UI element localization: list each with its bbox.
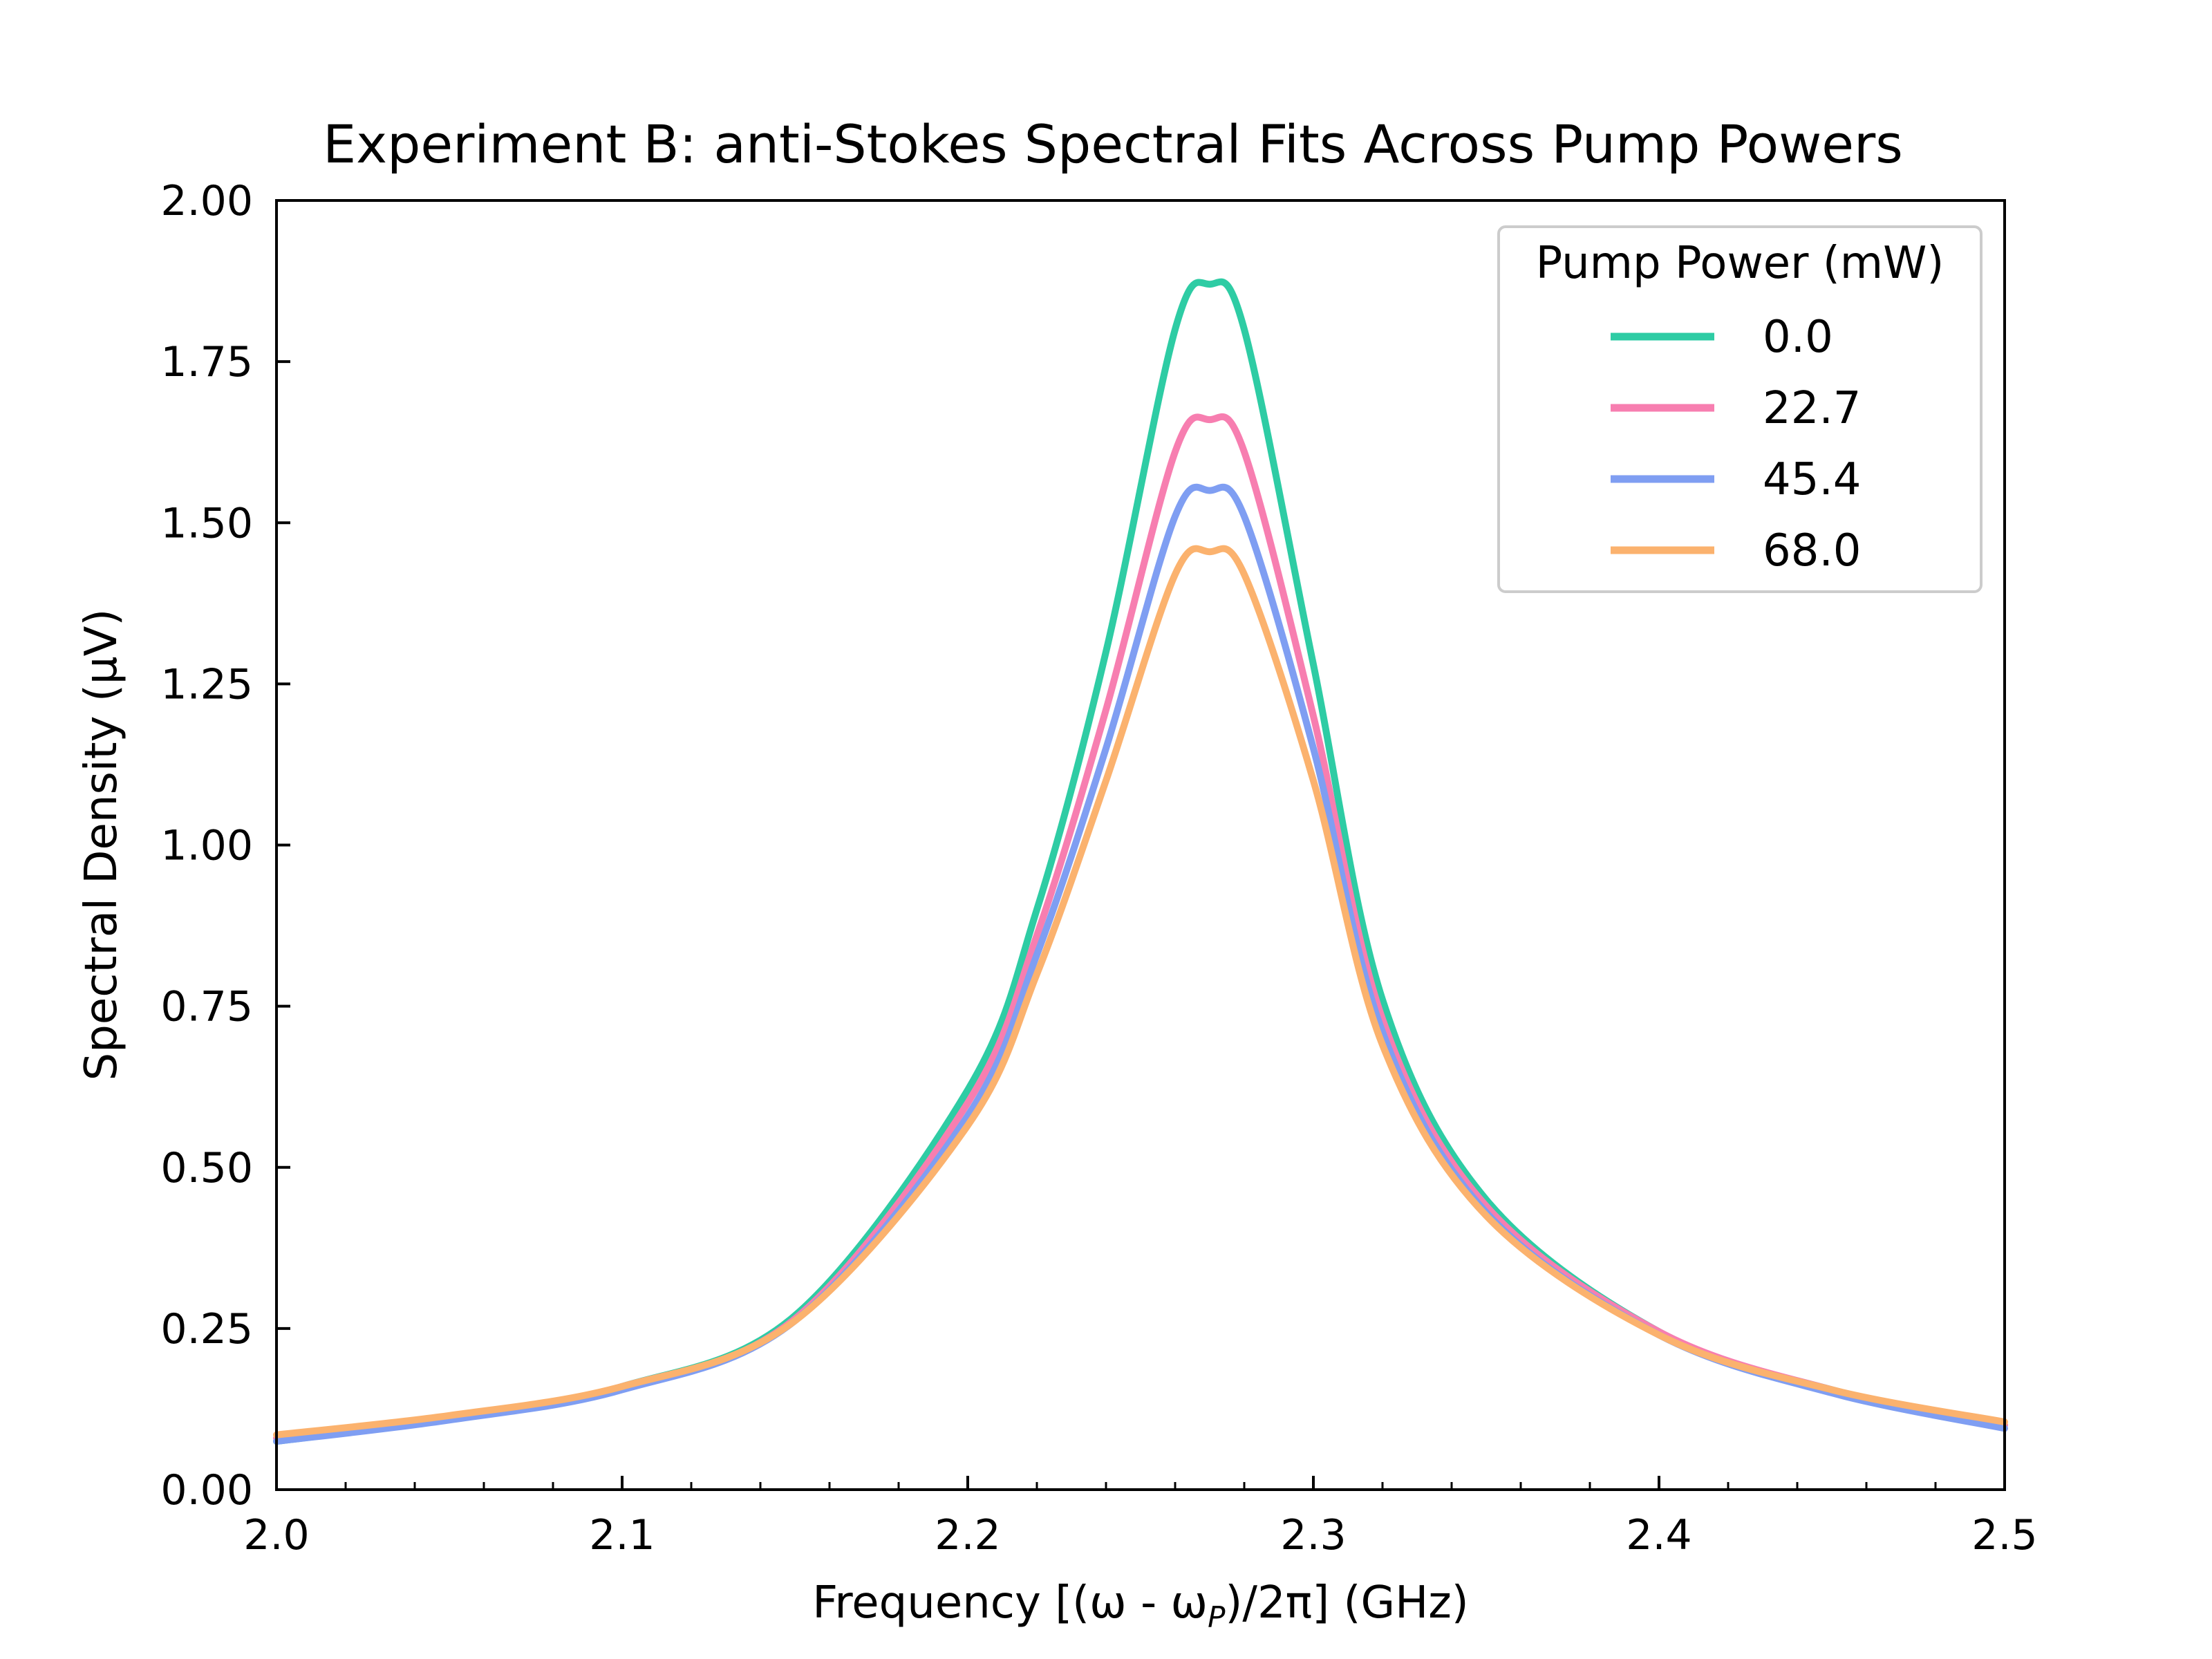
legend-box bbox=[1497, 225, 1983, 593]
y-tick-label: 0.25 bbox=[160, 1305, 253, 1353]
x-axis-label-main: Frequency [(ω - ω bbox=[812, 1577, 1208, 1629]
x-axis-label-tail: )/2π] (GHz) bbox=[1225, 1577, 1468, 1629]
series-layer bbox=[273, 278, 2008, 1445]
y-tick-label: 1.00 bbox=[160, 822, 253, 870]
x-tick-label: 2.1 bbox=[589, 1511, 655, 1559]
x-tick-label: 2.3 bbox=[1280, 1511, 1346, 1559]
y-tick-label: 2.00 bbox=[160, 177, 253, 225]
y-tick-label: 1.75 bbox=[160, 338, 253, 386]
y-tick-label: 1.25 bbox=[160, 660, 253, 709]
x-tick-label: 2.5 bbox=[1971, 1511, 2037, 1559]
x-axis-label: Frequency [(ω - ωP)/2π] (GHz) bbox=[812, 1577, 1469, 1634]
y-tick-label: 0.50 bbox=[160, 1144, 253, 1192]
series-line-68-0 bbox=[273, 545, 2008, 1438]
legend: Pump Power (mW) 0.0 22.7 45.4 68.0 bbox=[1497, 225, 1983, 593]
legend-label: 45.4 bbox=[1763, 454, 1862, 505]
ticks-layer: 2.0 2.1 2.2 2.3 2.4 2.5 0.00 0.25 0.50 0.75 1.00 1.… bbox=[160, 177, 2037, 1559]
legend-entries: 0.0 22.7 45.4 68.0 bbox=[1611, 312, 1862, 577]
legend-label: 68.0 bbox=[1763, 525, 1862, 577]
legend-label: 0.0 bbox=[1763, 312, 1833, 363]
y-tick-label: 0.75 bbox=[160, 983, 253, 1031]
x-tick-label: 2.2 bbox=[935, 1511, 1000, 1559]
chart-title: Experiment B: anti-Stokes Spectral Fits … bbox=[323, 113, 1903, 175]
x-tick-label: 2.4 bbox=[1626, 1511, 1691, 1559]
legend-title: Pump Power (mW) bbox=[1536, 238, 1944, 289]
y-tick-label: 0.00 bbox=[160, 1466, 253, 1515]
x-tick-label: 2.0 bbox=[243, 1511, 309, 1559]
y-tick-label: 1.50 bbox=[160, 499, 253, 547]
x-axis-label-subscript: P bbox=[1208, 1600, 1226, 1634]
y-axis-label: Spectral Density (μV) bbox=[76, 609, 127, 1081]
legend-label: 22.7 bbox=[1763, 383, 1862, 434]
